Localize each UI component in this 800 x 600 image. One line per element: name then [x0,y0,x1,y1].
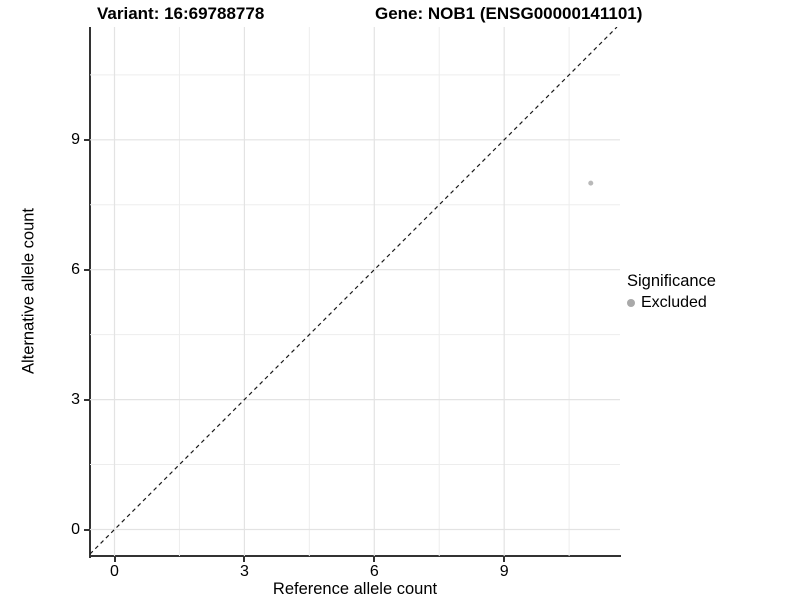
plot-panel [89,26,620,556]
legend-items: Excluded [627,294,716,312]
y-tick-mark [84,528,89,531]
x-tick-mark [373,557,376,562]
y-tick-label: 6 [71,260,80,278]
data-point [588,180,594,186]
x-axis-line [89,555,621,557]
x-tick-mark [113,557,116,562]
x-tick-mark [243,557,246,562]
y-axis-title: Alternative allele count [19,207,38,375]
x-tick-label: 9 [499,563,509,580]
x-tick-label: 0 [110,563,119,580]
y-tick-mark [84,138,89,141]
legend-item-label: Excluded [641,294,707,311]
y-tick-mark [84,268,89,271]
scatter-plot [89,26,620,556]
gene-title: Gene: NOB1 (ENSG00000141101) [375,4,643,23]
y-tick-label: 0 [71,520,80,538]
x-axis-title: Reference allele count [272,580,438,598]
y-tick-mark [84,398,89,401]
legend: Significance Excluded [627,272,716,312]
x-tick-mark [503,557,506,562]
variant-title: Variant: 16:69788778 [97,4,265,23]
x-tick-label: 6 [369,563,379,580]
legend-title: Significance [627,272,716,290]
y-axis-line [89,27,91,558]
legend-item: Excluded [627,294,716,312]
y-tick-label: 9 [71,130,80,148]
x-tick-label: 3 [239,563,249,580]
legend-point-icon [627,299,635,307]
y-tick-label: 3 [71,390,80,408]
identity-reference-line [89,26,618,555]
